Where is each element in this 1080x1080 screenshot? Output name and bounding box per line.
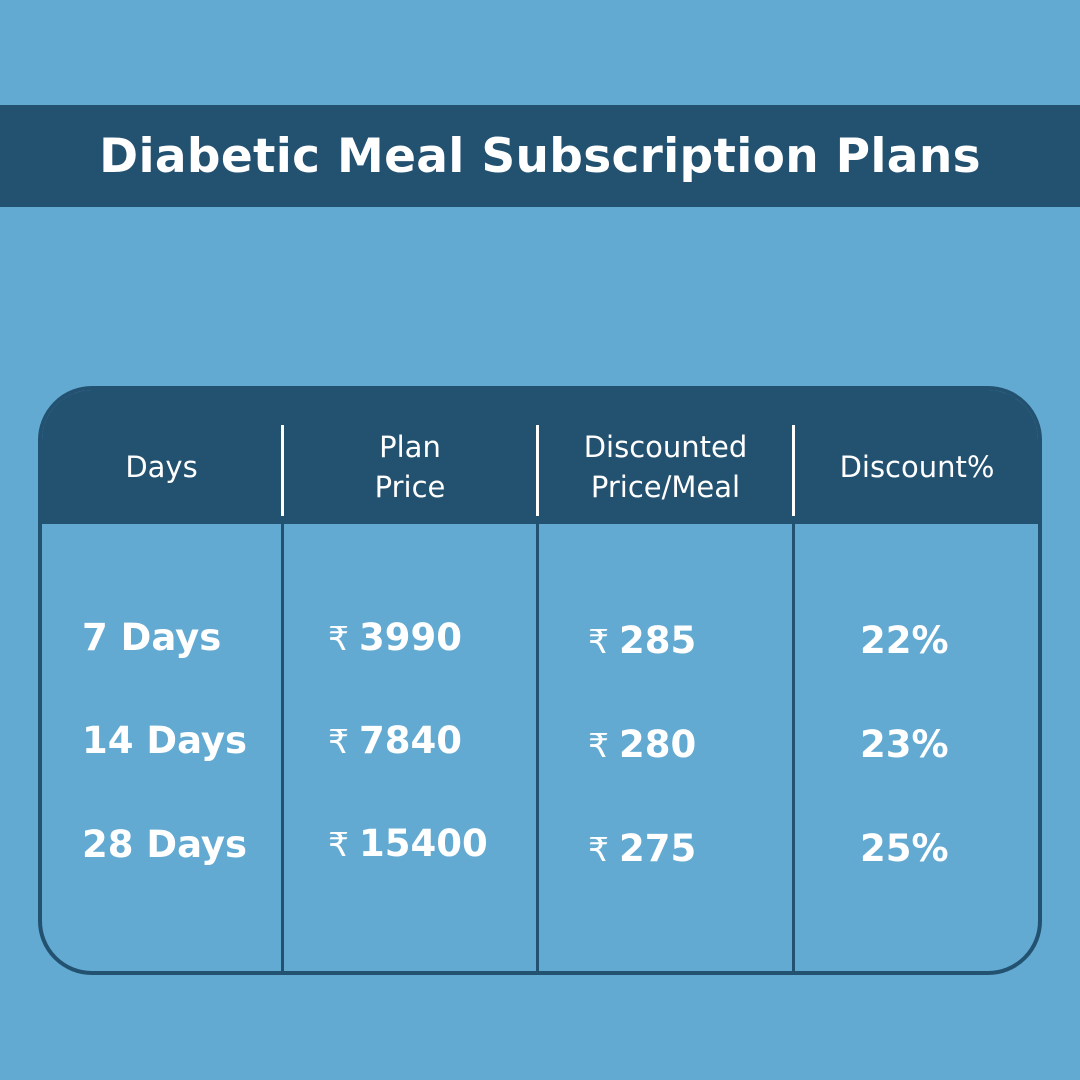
rupee-icon: ₹ xyxy=(328,619,349,658)
header-discount-percent: Discount% xyxy=(795,390,1038,544)
header-divider xyxy=(792,425,795,516)
discount-cell: 23% xyxy=(860,723,949,766)
discount-cell: 25% xyxy=(860,827,949,870)
price-per-meal-value: 285 xyxy=(619,619,697,662)
header-discounted-price-line2: Price/Meal xyxy=(590,470,741,504)
plan-price-cell: ₹15400 xyxy=(328,822,488,867)
discount-cell: 22% xyxy=(860,619,949,662)
plan-price-value: 3990 xyxy=(359,616,462,659)
header-divider xyxy=(281,425,284,516)
price-per-meal-value: 280 xyxy=(619,723,697,766)
table-header xyxy=(42,390,1038,524)
header-days: Days xyxy=(42,390,281,544)
plan-price-cell: ₹3990 xyxy=(328,616,462,661)
header-plan-price-line2: Price xyxy=(374,470,446,504)
header-plan-price-line1: Plan xyxy=(379,430,441,464)
days-cell: 14 Days xyxy=(82,719,248,762)
price-per-meal-cell: ₹280 xyxy=(588,723,696,768)
rupee-icon: ₹ xyxy=(328,722,349,761)
plan-price-value: 7840 xyxy=(359,719,462,762)
rupee-icon: ₹ xyxy=(588,622,609,661)
rupee-icon: ₹ xyxy=(328,825,349,864)
price-per-meal-cell: ₹285 xyxy=(588,619,696,664)
days-cell: 7 Days xyxy=(82,616,222,659)
rupee-icon: ₹ xyxy=(588,830,609,869)
header-discount-percent-label: Discount% xyxy=(839,450,995,484)
plan-price-value: 15400 xyxy=(359,822,488,865)
title-banner: Diabetic Meal Subscription Plans xyxy=(0,105,1080,207)
header-discounted-price-line1: Discounted xyxy=(583,430,748,464)
page-title: Diabetic Meal Subscription Plans xyxy=(99,128,981,184)
rupee-icon: ₹ xyxy=(588,726,609,765)
header-discounted-price: Discounted Price/Meal xyxy=(539,390,792,544)
price-per-meal-cell: ₹275 xyxy=(588,827,696,872)
days-cell: 28 Days xyxy=(82,823,248,866)
header-days-label: Days xyxy=(125,450,198,484)
header-divider xyxy=(536,425,539,516)
column-divider xyxy=(281,524,284,971)
column-divider xyxy=(536,524,539,971)
price-per-meal-value: 275 xyxy=(619,827,697,870)
plan-price-cell: ₹7840 xyxy=(328,719,462,764)
plans-table: Days Plan Price Discounted Price/Meal Di… xyxy=(38,386,1042,975)
column-divider xyxy=(792,524,795,971)
header-plan-price: Plan Price xyxy=(284,390,536,544)
